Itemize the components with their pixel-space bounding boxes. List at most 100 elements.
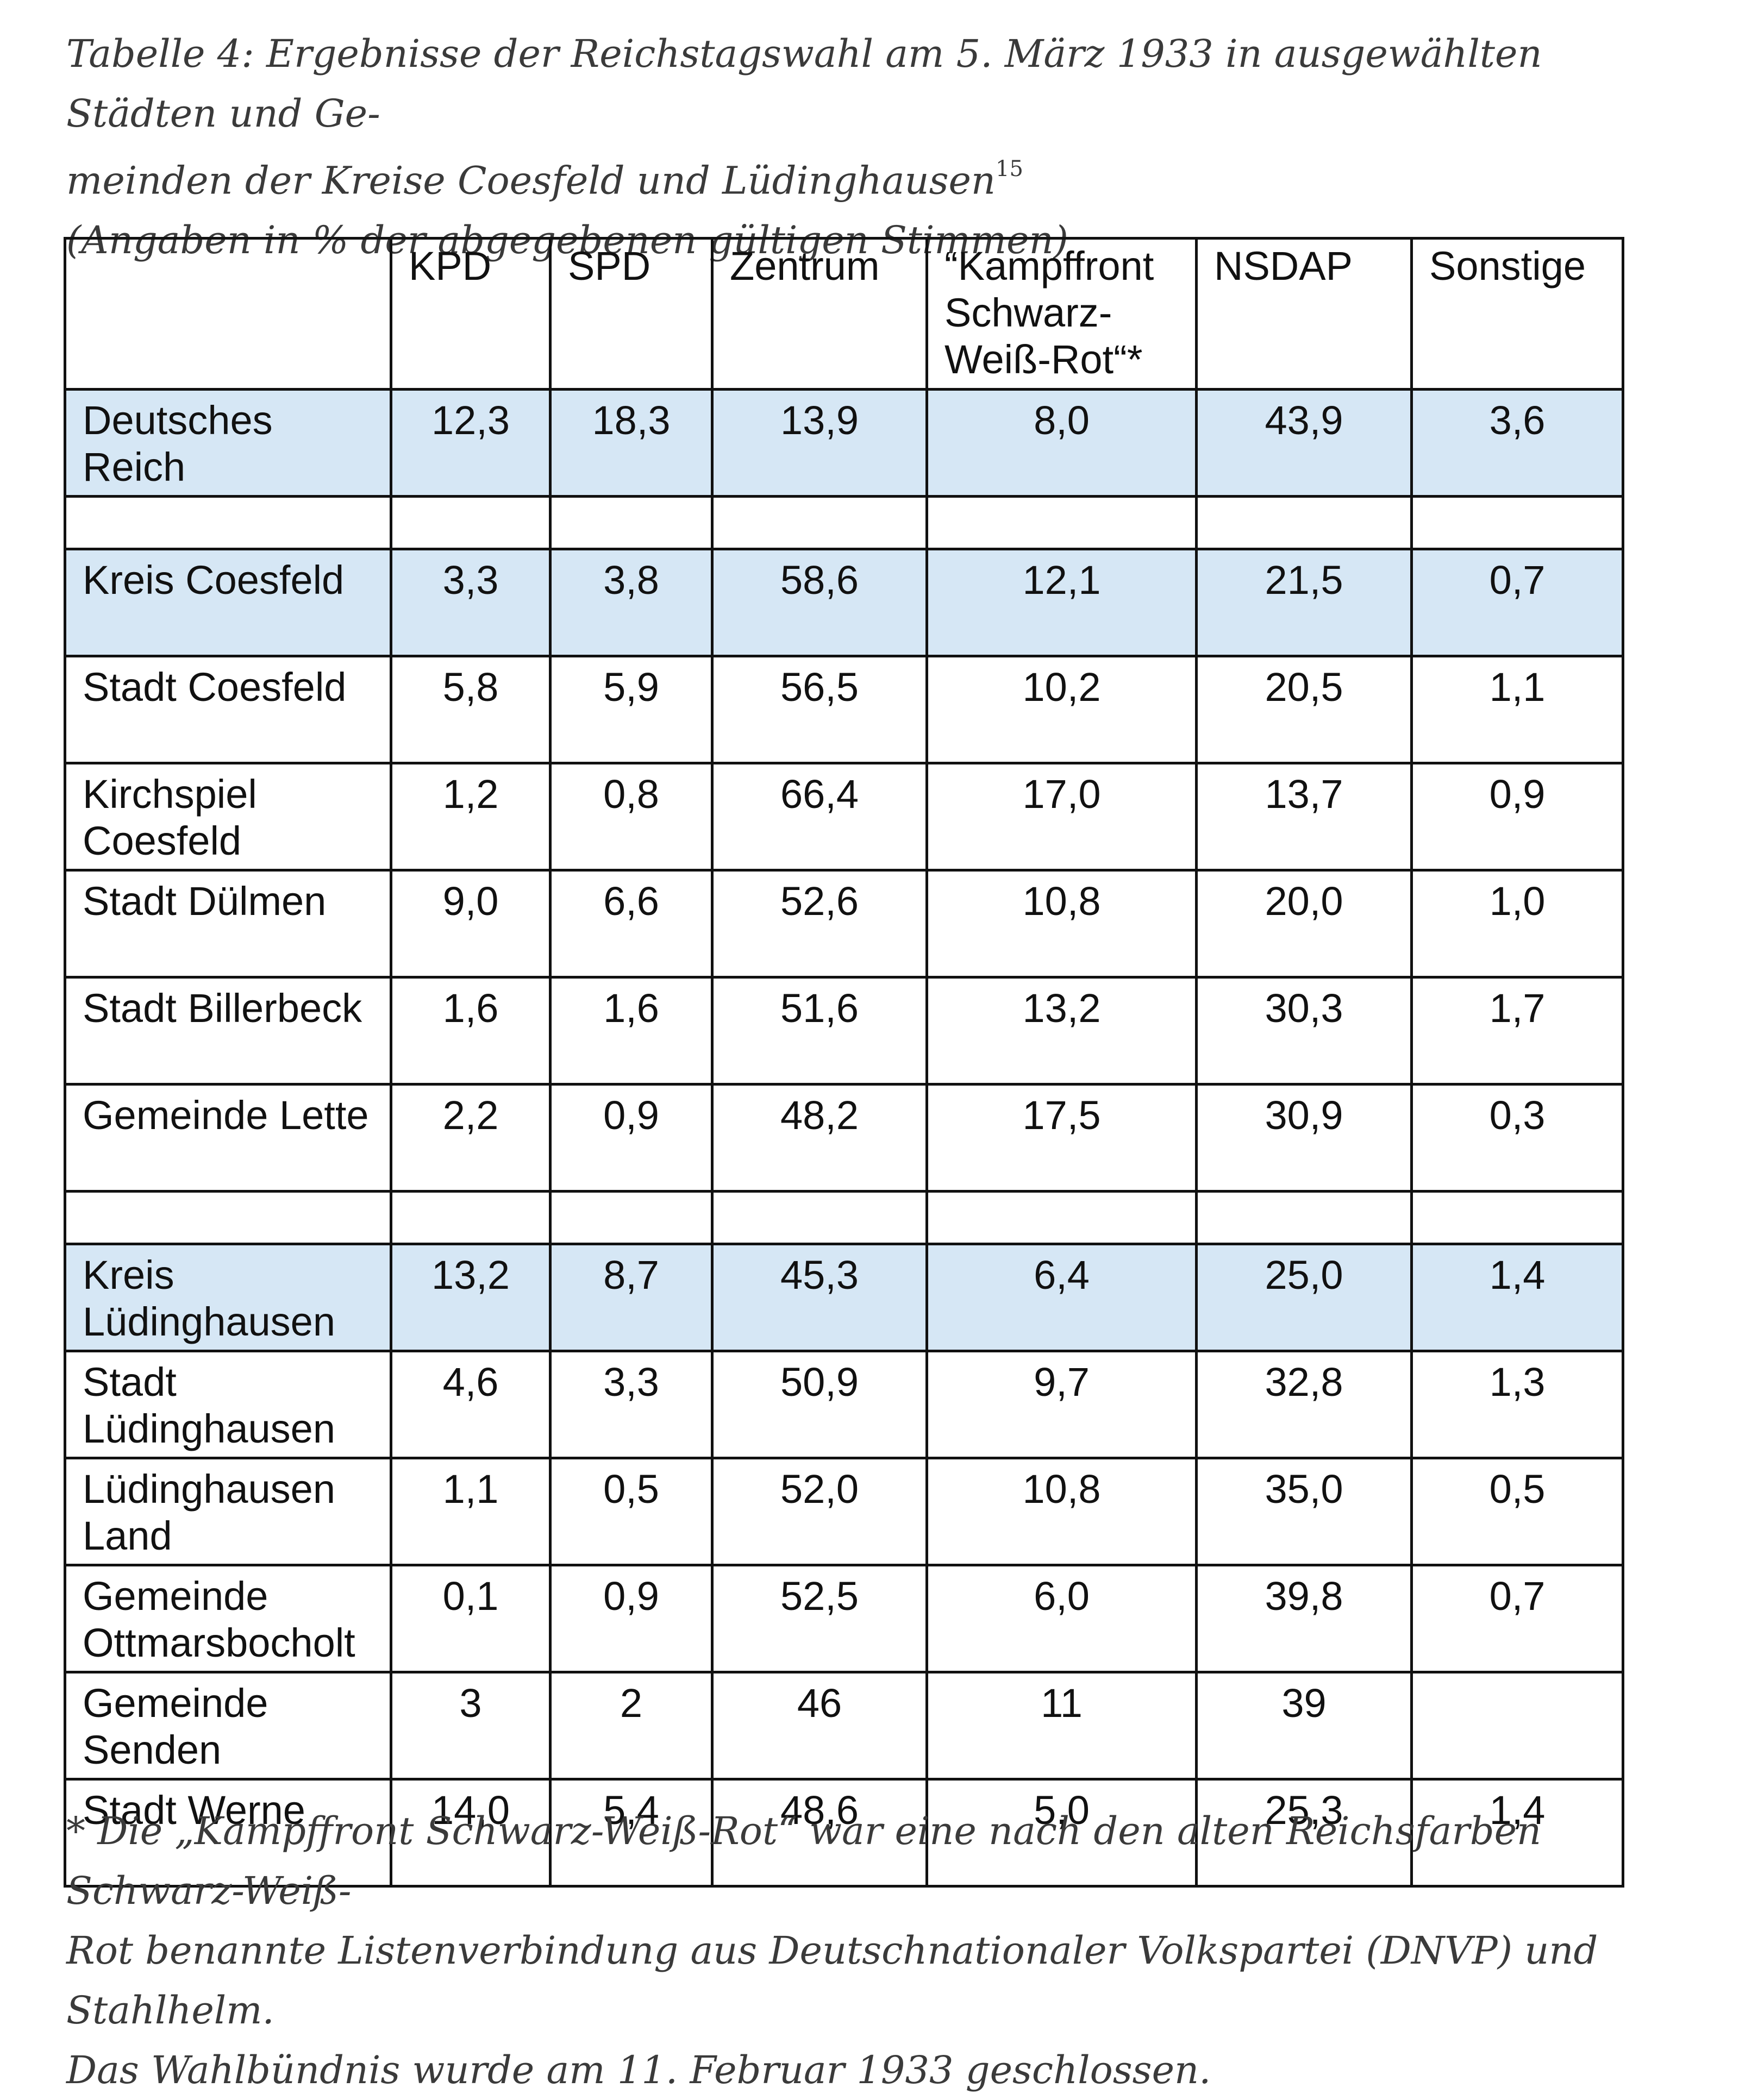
- spacer-row: [64, 1190, 1624, 1245]
- cell-spd: 5,9: [549, 655, 714, 764]
- cell-nsdap: 30,9: [1195, 1083, 1413, 1193]
- cell-nsdap: 21,5: [1195, 548, 1413, 657]
- cell-zentrum: 46: [711, 1671, 928, 1781]
- cell-zentrum: 45,3: [711, 1243, 928, 1352]
- cell-sonstige: 1,7: [1410, 976, 1624, 1086]
- empty-cell: [1410, 1190, 1624, 1245]
- table-row: Gemeinde Senden 3 2 46 11 39: [64, 1671, 1624, 1781]
- caption-text: meinden der Kreise Coesfeld und Lüdingha…: [66, 158, 996, 203]
- cell-nsdap: 20,5: [1195, 655, 1413, 764]
- cell-kpd: 9,0: [390, 869, 552, 979]
- cell-nsdap: 32,8: [1195, 1350, 1413, 1459]
- cell-sonstige: 1,1: [1410, 655, 1624, 764]
- cell-sonstige: 1,4: [1410, 1243, 1624, 1352]
- cell-kpd: 1,2: [390, 762, 552, 872]
- table-row: Deutsches Reich 12,3 18,3 13,9 8,0 43,9 …: [64, 388, 1624, 498]
- empty-cell: [1195, 1190, 1413, 1245]
- cell-sonstige: 0,9: [1410, 762, 1624, 872]
- cell-sonstige: 0,5: [1410, 1457, 1624, 1566]
- row-label: Kreis Lüdinghausen: [64, 1243, 392, 1352]
- empty-cell: [1410, 495, 1624, 550]
- cell-sonstige: 0,7: [1410, 548, 1624, 657]
- footnote-reference: 15: [996, 156, 1023, 181]
- cell-nsdap: 35,0: [1195, 1457, 1413, 1566]
- cell-nsdap: 25,0: [1195, 1243, 1413, 1352]
- cell-kampffront: 5,0: [925, 1778, 1198, 1888]
- header-row: KPD SPD Zentrum “Kampffront Schwarz-Weiß…: [64, 237, 1624, 391]
- row-label: Deutsches Reich: [64, 388, 392, 498]
- row-label: Stadt Billerbeck: [64, 976, 392, 1086]
- cell-spd: 0,9: [549, 1083, 714, 1193]
- cell-spd: 1,6: [549, 976, 714, 1086]
- cell-zentrum: 48,2: [711, 1083, 928, 1193]
- cell-kampffront: 10,8: [925, 1457, 1198, 1566]
- spacer-row: [64, 495, 1624, 550]
- cell-zentrum: 48,6: [711, 1778, 928, 1888]
- row-label: Stadt Coesfeld: [64, 655, 392, 764]
- cell-kpd: 0,1: [390, 1564, 552, 1673]
- cell-kampffront: 17,5: [925, 1083, 1198, 1193]
- cell-sonstige: [1410, 1671, 1624, 1781]
- cell-kpd: 2,2: [390, 1083, 552, 1193]
- header-kpd: KPD: [390, 237, 552, 391]
- cell-sonstige: 1,4: [1410, 1778, 1624, 1888]
- cell-spd: 18,3: [549, 388, 714, 498]
- cell-nsdap: 25,3: [1195, 1778, 1413, 1888]
- row-label: Lüdinghausen Land: [64, 1457, 392, 1566]
- cell-kpd: 13,2: [390, 1243, 552, 1352]
- cell-nsdap: 43,9: [1195, 388, 1413, 498]
- cell-kampffront: 6,0: [925, 1564, 1198, 1673]
- cell-kpd: 4,6: [390, 1350, 552, 1459]
- cell-nsdap: 39: [1195, 1671, 1413, 1781]
- footnote: * Die „Kampffront Schwarz-Weiß-Rot“ war …: [66, 1801, 1631, 2100]
- cell-zentrum: 50,9: [711, 1350, 928, 1459]
- cell-kampffront: 12,1: [925, 548, 1198, 657]
- header-kampffront: “Kampffront Schwarz-Weiß-Rot“*: [925, 237, 1198, 391]
- cell-kampffront: 11: [925, 1671, 1198, 1781]
- cell-spd: 0,8: [549, 762, 714, 872]
- cell-kampffront: 10,2: [925, 655, 1198, 764]
- empty-cell: [1195, 495, 1413, 550]
- cell-kpd: 1,6: [390, 976, 552, 1086]
- row-label: Gemeinde Lette: [64, 1083, 392, 1193]
- cell-zentrum: 51,6: [711, 976, 928, 1086]
- cell-spd: 5,4: [549, 1778, 714, 1888]
- row-label: Kreis Coesfeld: [64, 548, 392, 657]
- table-row: Gemeinde Lette 2,2 0,9 48,2 17,5 30,9 0,…: [64, 1083, 1624, 1193]
- caption-line: Tabelle 4: Ergebnisse der Reichstagswahl…: [66, 32, 1542, 136]
- cell-kampffront: 6,4: [925, 1243, 1198, 1352]
- table-row: Kreis Lüdinghausen 13,2 8,7 45,3 6,4 25,…: [64, 1243, 1624, 1352]
- cell-spd: 3,3: [549, 1350, 714, 1459]
- cell-kampffront: 9,7: [925, 1350, 1198, 1459]
- empty-cell: [390, 1190, 552, 1245]
- table-row: Gemeinde Ottmarsbocholt 0,1 0,9 52,5 6,0…: [64, 1564, 1624, 1673]
- cell-kampffront: 13,2: [925, 976, 1198, 1086]
- empty-cell: [64, 495, 392, 550]
- row-label: Kirchspiel Coesfeld: [64, 762, 392, 872]
- table-row: Stadt Billerbeck 1,6 1,6 51,6 13,2 30,3 …: [64, 976, 1624, 1086]
- cell-kpd: 14,0: [390, 1778, 552, 1888]
- cell-nsdap: 39,8: [1195, 1564, 1413, 1673]
- cell-spd: 0,5: [549, 1457, 714, 1566]
- row-label: Stadt Dülmen: [64, 869, 392, 979]
- cell-zentrum: 52,5: [711, 1564, 928, 1673]
- cell-nsdap: 13,7: [1195, 762, 1413, 872]
- empty-cell: [549, 1190, 714, 1245]
- cell-sonstige: 1,0: [1410, 869, 1624, 979]
- cell-spd: 6,6: [549, 869, 714, 979]
- cell-kpd: 3,3: [390, 548, 552, 657]
- cell-nsdap: 30,3: [1195, 976, 1413, 1086]
- caption-line: meinden der Kreise Coesfeld und Lüdingha…: [66, 143, 1631, 210]
- cell-kampffront: 8,0: [925, 388, 1198, 498]
- header-cell-empty: [64, 237, 392, 391]
- cell-zentrum: 58,6: [711, 548, 928, 657]
- table-row: Kreis Coesfeld 3,3 3,8 58,6 12,1 21,5 0,…: [64, 548, 1624, 657]
- row-label: Stadt Werne: [64, 1778, 392, 1888]
- cell-kampffront: 17,0: [925, 762, 1198, 872]
- cell-spd: 8,7: [549, 1243, 714, 1352]
- header-spd: SPD: [549, 237, 714, 391]
- footnote-line: Rot benannte Listenverbindung aus Deutsc…: [66, 1928, 1598, 2033]
- empty-cell: [711, 1190, 928, 1245]
- empty-cell: [549, 495, 714, 550]
- cell-sonstige: 3,6: [1410, 388, 1624, 498]
